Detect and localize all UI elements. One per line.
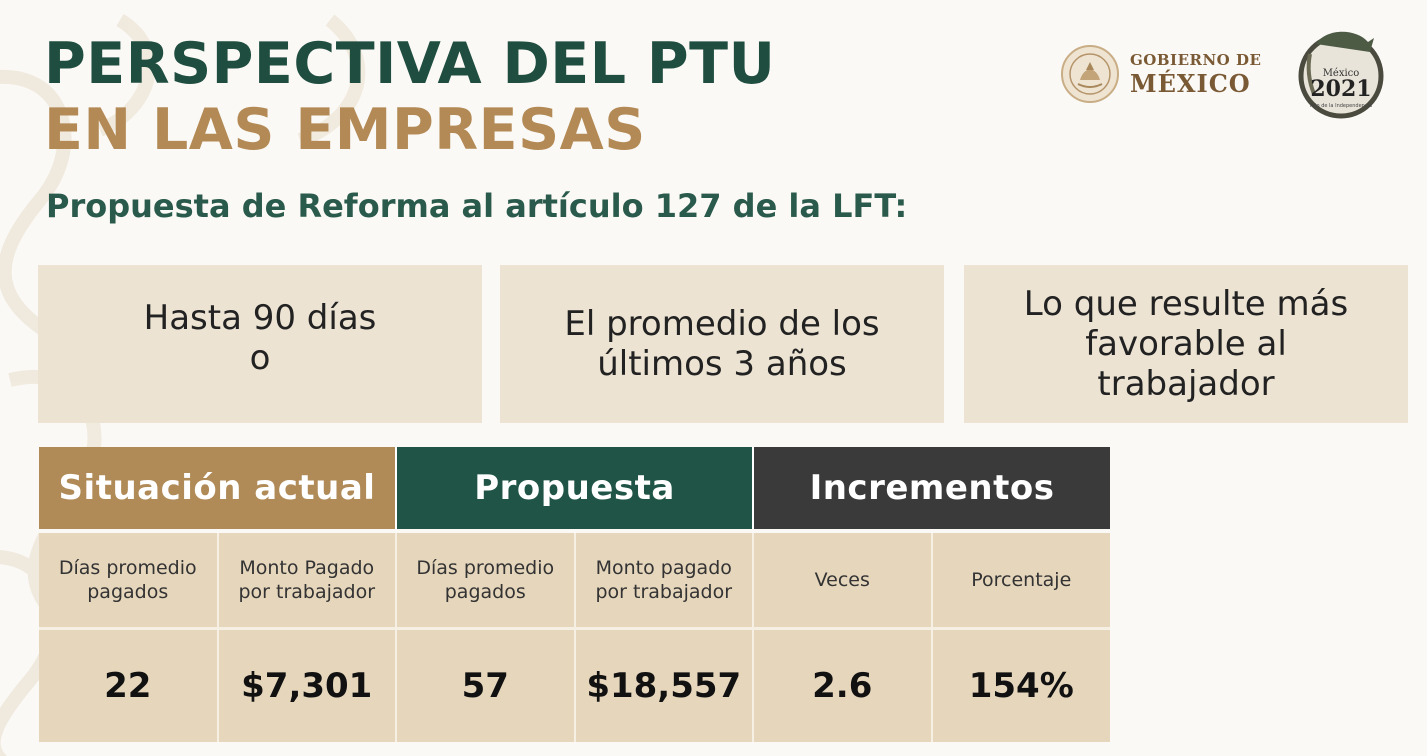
table-column-header-row: Días promedio pagados Monto Pagado por t… (39, 529, 1111, 628)
mexico-2021-badge: México 2021 Año de la Independencia (1298, 31, 1384, 119)
criteria-box-3-text: Lo que resulte más favorable al trabajad… (1023, 284, 1349, 404)
national-seal-icon (1061, 45, 1119, 103)
table-cell: 57 (396, 626, 576, 742)
title-line-2: EN LAS EMPRESAS (44, 97, 646, 163)
table-cell: $7,301 (217, 626, 397, 742)
column-header: Veces (753, 529, 933, 628)
subtitle: Propuesta de Reforma al artículo 127 de … (46, 187, 908, 225)
badge-caption: Año de la Independencia (1310, 103, 1372, 109)
title-line-1: PERSPECTIVA DEL PTU (44, 31, 776, 97)
group-header-propuesta: Propuesta (395, 447, 753, 531)
table-cell: 22 (39, 626, 219, 742)
criteria-box-1: Hasta 90 días o (38, 265, 482, 423)
gobierno-line-2: MÉXICO (1130, 68, 1251, 98)
column-header: Porcentaje (931, 529, 1111, 628)
gobierno-de-mexico-logo: GOBIERNO DE MÉXICO (1060, 42, 1270, 106)
table-group-header-row: Situación actual Propuesta Incrementos (39, 447, 1111, 531)
column-header: Días promedio pagados (39, 529, 219, 628)
badge-year: 2021 (1310, 76, 1371, 102)
table-cell: $18,557 (574, 626, 754, 742)
gobierno-line-1: GOBIERNO DE (1130, 50, 1262, 69)
table-cell: 2.6 (753, 626, 933, 742)
table-row: 22 $7,301 57 $18,557 2.6 154% (39, 626, 1111, 742)
criteria-boxes: Hasta 90 días o El promedio de los últim… (38, 265, 1408, 423)
column-header: Monto Pagado por trabajador (217, 529, 397, 628)
column-header: Días promedio pagados (396, 529, 576, 628)
table-cell: 154% (931, 626, 1111, 742)
group-header-incrementos: Incrementos (751, 447, 1111, 531)
criteria-box-3: Lo que resulte más favorable al trabajad… (964, 265, 1408, 423)
ptu-comparison-table: Situación actual Propuesta Incrementos D… (39, 447, 1111, 742)
criteria-box-2-text: El promedio de los últimos 3 años (564, 304, 880, 384)
column-header: Monto pagado por trabajador (574, 529, 754, 628)
criteria-box-2: El promedio de los últimos 3 años (500, 265, 944, 423)
group-header-situacion-actual: Situación actual (39, 447, 396, 531)
criteria-box-1-text: Hasta 90 días o (143, 298, 377, 378)
badge-line-1: México (1323, 68, 1360, 79)
